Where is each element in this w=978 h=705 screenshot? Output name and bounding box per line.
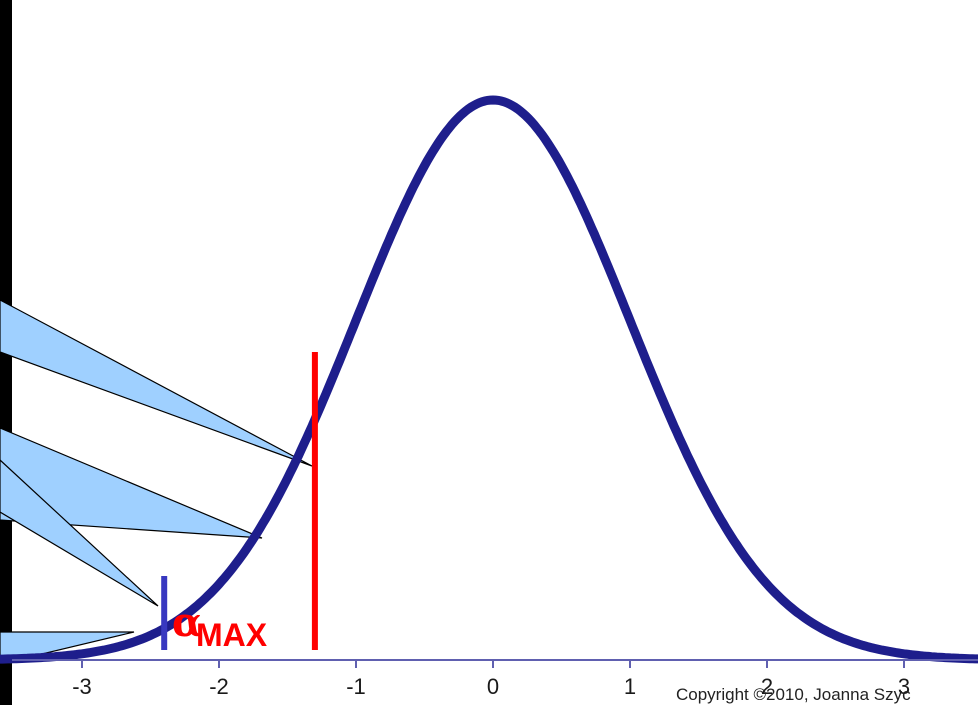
x-tick-label: -3 (72, 674, 92, 699)
curve-layer (0, 95, 978, 664)
callout-3 (0, 459, 159, 607)
x-tick-label: 2 (761, 674, 773, 699)
copyright-text: Copyright ©2010, Joanna Szyc (676, 685, 911, 704)
x-tick-label: 1 (624, 674, 636, 699)
callout-1 (0, 299, 313, 467)
x-tick-label: -2 (209, 674, 229, 699)
callouts (0, 299, 313, 665)
normal-curve (0, 95, 978, 664)
x-tick-label: 3 (898, 674, 910, 699)
critical-lines (161, 352, 318, 650)
x-ticks: -3 -2 -1 0 1 2 3 (72, 660, 910, 699)
alpha-subscript: MAX (196, 617, 268, 653)
x-tick-label: 0 (487, 674, 499, 699)
alpha-symbol: α (172, 599, 203, 646)
x-tick-label: -1 (346, 674, 366, 699)
callout-2 (0, 427, 263, 539)
plot-background (12, 0, 978, 705)
